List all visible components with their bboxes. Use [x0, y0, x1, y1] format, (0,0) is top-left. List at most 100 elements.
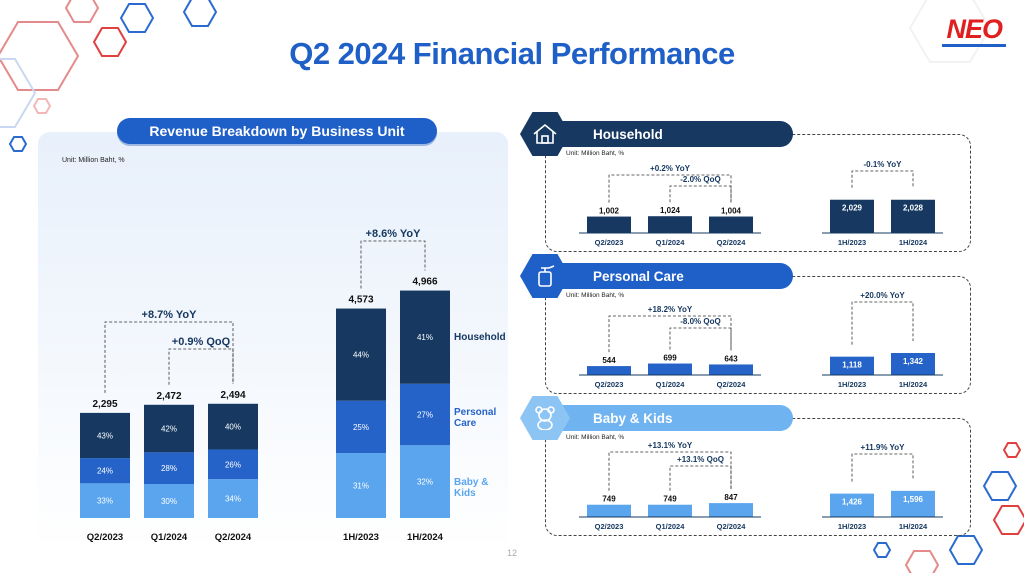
x-tick-label: Q2/2024	[717, 380, 747, 389]
yoy-half-bracket	[851, 301, 914, 345]
bar-total-label: 4,966	[412, 277, 437, 288]
qoq-quarter-bracket	[669, 465, 732, 491]
left-unit-label: Unit: Million Baht, %	[62, 157, 125, 164]
x-tick-label: Q2/2023	[595, 238, 624, 247]
hex-decor	[32, 98, 52, 114]
company-logo: NEO	[946, 14, 1003, 44]
hex-decor	[982, 471, 1018, 501]
hex-decor	[992, 505, 1024, 535]
x-tick-label: 1H/2023	[343, 532, 379, 543]
bar-personal-care	[709, 364, 753, 375]
bar-segment-personal-care	[80, 458, 130, 484]
bar-value-label: 544	[602, 356, 616, 365]
household-unit-label: Unit: Million Baht, %	[566, 150, 625, 157]
bar-household	[648, 216, 692, 233]
bar-household	[891, 199, 935, 233]
x-tick-label: 1H/2023	[838, 238, 866, 247]
bar-total-label: 4,573	[348, 295, 373, 306]
x-tick-label: Q2/2023	[595, 522, 624, 531]
page-number: 12	[506, 548, 517, 558]
x-tick-label: Q2/2023	[87, 532, 123, 543]
house-icon	[533, 123, 557, 144]
qoq-quarter-bracket	[669, 327, 732, 351]
bar-baby-kids	[891, 490, 935, 517]
hex-decor	[8, 136, 28, 152]
qoq-q2-label: +0.9% QoQ	[172, 336, 231, 348]
legend-baby-kids-2: Kids	[454, 488, 476, 499]
hex-decor	[119, 3, 155, 33]
bar-value-label: 643	[724, 354, 738, 363]
bar-segment-personal-care	[400, 383, 450, 446]
x-tick-label: 1H/2023	[838, 380, 866, 389]
x-tick-label: 1H/2024	[899, 238, 928, 247]
x-tick-label: Q1/2024	[656, 522, 686, 531]
hex-decor	[904, 550, 940, 573]
segment-pct-label: 32%	[417, 478, 433, 487]
bar-segment-personal-care	[336, 400, 386, 454]
hex-decor	[908, 0, 992, 63]
yoy-q2-label: +8.7% YoY	[142, 309, 198, 321]
yoy-1h-bracket	[360, 240, 426, 289]
x-tick-label: Q2/2024	[215, 532, 252, 543]
x-tick-label: 1H/2024	[899, 380, 928, 389]
bar-value-label: 1,002	[599, 207, 620, 216]
segment-pct-label: 27%	[417, 411, 433, 420]
bar-household	[830, 199, 874, 233]
bar-value-label: 2,029	[842, 204, 863, 213]
bar-segment-household	[400, 290, 450, 384]
bar-segment-personal-care	[144, 452, 194, 485]
bar-total-label: 2,494	[220, 390, 245, 401]
x-tick-label: Q2/2023	[595, 380, 624, 389]
bar-value-label: 1,426	[842, 498, 863, 507]
x-tick-label: 1H/2024	[899, 522, 928, 531]
bar-segment-baby-kids	[336, 453, 386, 518]
yoy-q2-bracket	[104, 321, 234, 393]
bar-value-label: 699	[663, 354, 677, 363]
yoy-quarter-label: +18.2% YoY	[648, 305, 693, 314]
bar-personal-care	[587, 366, 631, 375]
segment-pct-label: 41%	[417, 333, 433, 342]
household-header: Household	[535, 121, 793, 147]
hex-decor	[872, 542, 892, 558]
personal-care-unit-label: Unit: Million Baht, %	[566, 292, 625, 299]
yoy-half-label: +20.0% YoY	[860, 291, 905, 300]
segment-pct-label: 40%	[225, 423, 241, 432]
bar-household	[709, 216, 753, 233]
qoq-q2-bracket	[168, 348, 234, 385]
bar-baby-kids	[587, 504, 631, 517]
page-title: Q2 2024 Financial Performance	[289, 36, 735, 71]
bar-segment-household	[336, 308, 386, 401]
x-tick-label: Q1/2024	[656, 238, 686, 247]
baby-kids-unit-label: Unit: Million Baht, %	[566, 434, 625, 441]
qoq-quarter-label: +13.1% QoQ	[677, 455, 724, 464]
legend-personal-care-1: Personal	[454, 407, 497, 418]
bar-personal-care	[648, 363, 692, 375]
bar-personal-care	[891, 352, 935, 375]
hex-decor	[0, 21, 80, 91]
yoy-half-bracket	[851, 453, 914, 482]
bottle-icon	[538, 265, 555, 287]
hex-decor	[948, 535, 984, 565]
hex-decor	[0, 58, 37, 128]
bar-personal-care	[830, 356, 874, 375]
teddy-bear-icon	[535, 406, 555, 430]
segment-pct-label: 42%	[161, 425, 177, 434]
legend-household: Household	[454, 332, 506, 343]
yoy-half-label: -0.1% YoY	[864, 160, 903, 169]
bar-segment-baby-kids	[80, 483, 130, 518]
qoq-quarter-label: -2.0% QoQ	[680, 175, 720, 184]
bar-segment-household	[144, 404, 194, 453]
yoy-half-bracket	[851, 170, 914, 188]
bar-total-label: 2,472	[156, 391, 181, 402]
segment-pct-label: 30%	[161, 497, 177, 506]
hex-decor	[1002, 442, 1022, 458]
x-tick-label: 1H/2023	[838, 522, 866, 531]
x-tick-label: Q1/2024	[656, 380, 686, 389]
bar-baby-kids	[709, 503, 753, 517]
left-panel-header: Revenue Breakdown by Business Unit	[117, 118, 437, 144]
bar-value-label: 847	[724, 493, 738, 502]
bar-segment-baby-kids	[208, 479, 258, 518]
segment-pct-label: 26%	[225, 460, 241, 469]
